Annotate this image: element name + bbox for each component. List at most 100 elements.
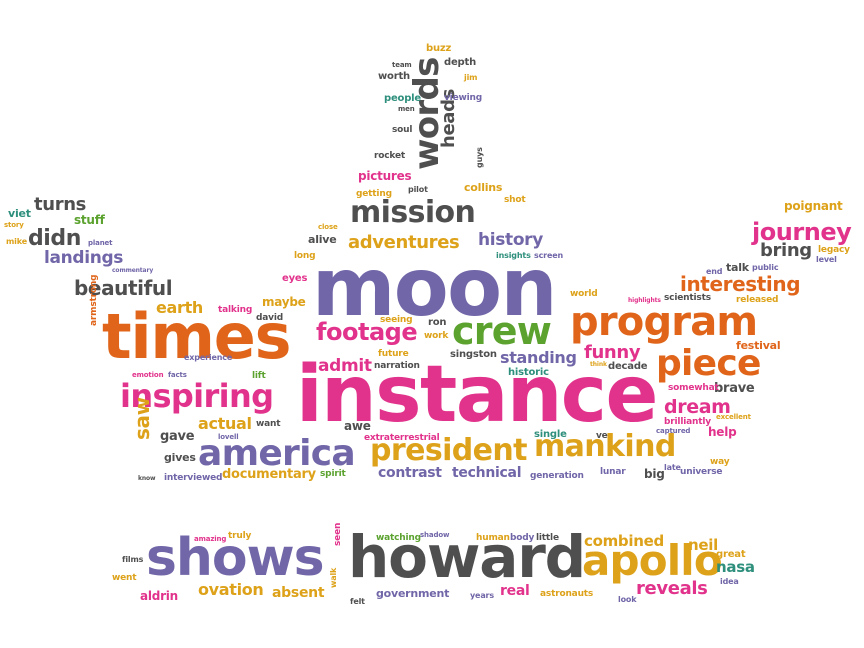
word-president: president xyxy=(370,433,527,468)
word-interviewed: interviewed xyxy=(164,473,223,483)
word-brave: brave xyxy=(714,381,755,396)
word-real: real xyxy=(500,583,530,599)
word-released: released xyxy=(736,295,779,305)
word-seeing: seeing xyxy=(380,315,413,325)
word-stuff: stuff xyxy=(74,213,105,227)
word-eyes: eyes xyxy=(282,273,308,284)
word-legacy: legacy xyxy=(818,245,850,255)
word-singston: singston xyxy=(450,349,497,360)
word-contrast: contrast xyxy=(378,465,442,481)
word-saw: saw xyxy=(130,397,154,440)
word-ron: ron xyxy=(428,317,447,328)
word-government: government xyxy=(376,587,450,600)
word-work: work xyxy=(424,331,449,341)
word-watching: watching xyxy=(376,533,421,543)
word-jim: jim xyxy=(464,73,478,82)
word-captured: captured xyxy=(656,427,691,435)
word-generation: generation xyxy=(530,471,584,481)
word-extraterrestrial: extraterrestrial xyxy=(364,433,440,443)
word-facts: facts xyxy=(168,371,187,379)
word-depth: depth xyxy=(444,57,476,68)
word-astronauts: astronauts xyxy=(540,589,594,599)
word-shadow: shadow xyxy=(420,531,450,539)
word-gave: gave xyxy=(160,429,195,444)
word-body: body xyxy=(510,533,535,543)
word-piece: piece xyxy=(656,343,761,384)
word-apollo: apollo xyxy=(582,536,723,585)
word-end: end xyxy=(706,267,723,276)
word-future: future xyxy=(378,349,409,359)
word-inspiring: inspiring xyxy=(120,377,274,415)
word-ve: ve xyxy=(596,431,608,441)
word-shows: shows xyxy=(146,528,325,588)
word-getting: getting xyxy=(356,189,392,199)
word-program: program xyxy=(570,299,758,345)
word-adventures: adventures xyxy=(348,232,460,253)
word-actual: actual xyxy=(198,414,252,433)
word-scientists: scientists xyxy=(664,293,711,303)
word-lovell: lovell xyxy=(218,433,239,441)
word-single: single xyxy=(534,429,567,440)
word-level: level xyxy=(816,255,837,264)
word-screen: screen xyxy=(534,251,564,260)
word-bring: bring xyxy=(760,240,812,261)
word-close: close xyxy=(318,223,338,231)
word-didn: didn xyxy=(28,226,81,251)
word-admit: admit xyxy=(318,356,372,376)
word-beautiful: beautiful xyxy=(74,276,173,300)
word-reveals: reveals xyxy=(636,578,708,599)
word-worth: worth xyxy=(378,71,410,82)
word-way: way xyxy=(710,457,730,467)
word-times: times xyxy=(102,300,291,373)
word-decade: decade xyxy=(608,361,648,372)
word-combined: combined xyxy=(584,532,664,550)
word-planet: planet xyxy=(88,239,113,247)
word-big: big xyxy=(644,467,665,481)
word-want: want xyxy=(256,419,281,429)
word-soul: soul xyxy=(392,125,413,135)
word-men: men xyxy=(398,105,415,113)
word-great: great xyxy=(716,549,746,560)
word-excellent: excellent xyxy=(716,413,751,421)
word-universe: universe xyxy=(680,467,723,477)
word-footage: footage xyxy=(316,318,418,346)
word-awe: awe xyxy=(344,419,371,433)
word-commentary: commentary xyxy=(112,267,154,274)
word-spirit: spirit xyxy=(320,469,346,479)
word-brilliantly: brilliantly xyxy=(664,417,711,427)
word-aldrin: aldrin xyxy=(140,589,178,603)
word-talking: talking xyxy=(218,305,253,315)
word-earth: earth xyxy=(156,298,203,317)
word-look: look xyxy=(618,595,637,604)
word-insights: insights xyxy=(496,251,531,260)
word-somewhat: somewhat xyxy=(668,383,719,393)
word-narration: narration xyxy=(374,361,420,371)
word-howard: howard xyxy=(348,523,586,591)
word-mankind: mankind xyxy=(534,429,676,464)
word-rocket: rocket xyxy=(374,151,406,161)
word-late: late xyxy=(664,463,681,472)
word-little: little xyxy=(536,533,559,543)
word-viewing: viewing xyxy=(444,93,483,103)
word-turns: turns xyxy=(34,194,87,215)
word-journey: journey xyxy=(752,218,852,246)
word-idea: idea xyxy=(720,577,739,586)
word-think: think xyxy=(590,361,607,368)
word-pilot: pilot xyxy=(408,185,428,194)
word-long: long xyxy=(294,251,316,261)
word-collins: collins xyxy=(464,181,503,194)
word-experience: experience xyxy=(184,353,233,362)
word-know: know xyxy=(138,475,156,482)
word-moon: moon xyxy=(312,241,557,334)
word-help: help xyxy=(708,425,737,439)
word-funny: funny xyxy=(584,342,641,363)
word-guys: guys xyxy=(475,147,484,168)
word-gives: gives xyxy=(164,451,196,464)
word-documentary: documentary xyxy=(222,467,316,482)
word-truly: truly xyxy=(228,531,252,541)
word-crew: crew xyxy=(452,309,552,353)
word-poignant: poignant xyxy=(784,199,843,213)
word-absent: absent xyxy=(272,585,325,601)
word-mike: mike xyxy=(6,237,27,246)
